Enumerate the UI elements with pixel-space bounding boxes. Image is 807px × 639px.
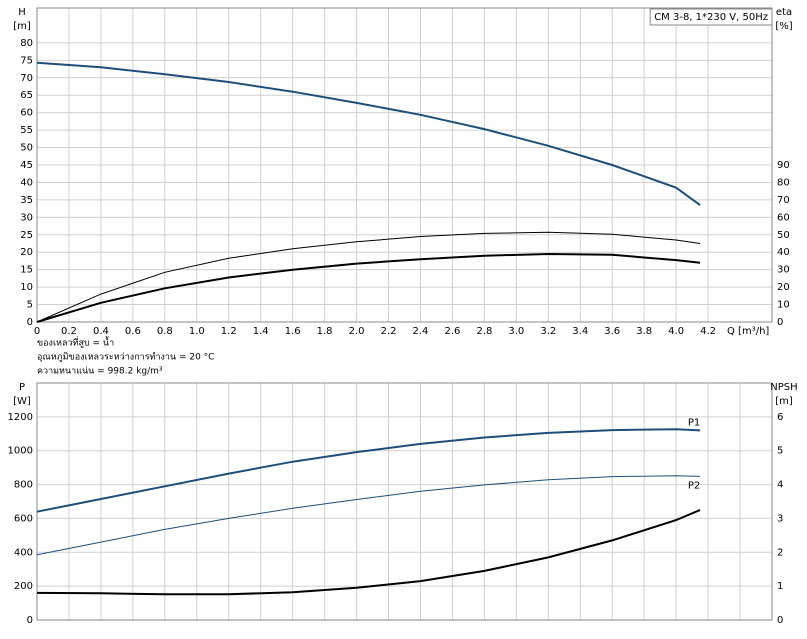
y-tick-label: 40	[20, 177, 33, 188]
y-tick-label: 1000	[8, 446, 33, 457]
data-line	[36, 509, 701, 596]
x-tick-label: 3.0	[508, 326, 524, 337]
y-tick-label: 0	[27, 615, 33, 626]
x-tick-label: 3.4	[572, 326, 588, 337]
y-tick-label: 50	[20, 143, 33, 154]
y2-tick-label: 20	[777, 282, 790, 293]
y-tick-label: 20	[20, 247, 33, 258]
x-tick-label: 0.6	[125, 326, 141, 337]
y-axis-title: P	[19, 382, 25, 393]
x-tick-label: 3.2	[540, 326, 556, 337]
y-axis-unit: [m]	[13, 21, 31, 32]
x-tick-label: 0.2	[61, 326, 77, 337]
y2-tick-label: 3	[777, 513, 783, 524]
x-tick-label: 0.4	[93, 326, 109, 337]
y-tick-label: 70	[20, 73, 33, 84]
data-line	[36, 428, 701, 513]
y2-tick-label: 10	[777, 300, 790, 311]
x-axis-title: Q [m³/h]	[727, 326, 769, 337]
y-axis-unit: [W]	[13, 396, 31, 407]
x-tick-label: 1.4	[253, 326, 269, 337]
y2-tick-label: 30	[777, 265, 790, 276]
note: ความหนาแน่น = 998.2 kg/m³	[37, 367, 163, 377]
plot-frame	[36, 7, 773, 323]
y-tick-label: 200	[14, 581, 33, 592]
x-tick-label: 0.8	[157, 326, 173, 337]
y-tick-label: 45	[20, 160, 33, 171]
y2-tick-label: 90	[777, 160, 790, 171]
data-line	[36, 231, 701, 323]
plot-frame	[36, 382, 773, 621]
y-tick-label: 35	[20, 195, 33, 206]
y-tick-label: 65	[20, 90, 33, 101]
y-tick-label: 800	[14, 480, 33, 491]
x-tick-label: 3.6	[604, 326, 620, 337]
series-label: P1	[688, 417, 700, 428]
y2-tick-label: 60	[777, 212, 790, 223]
note: ของเหลวที่สูบ = น้ำ	[37, 336, 114, 349]
y2-tick-label: 2	[777, 547, 783, 558]
y-tick-label: 0	[27, 317, 33, 328]
x-tick-label: 0	[34, 326, 40, 337]
data-line	[36, 61, 701, 206]
y-axis-title: H	[18, 7, 26, 18]
note: อุณหภูมิของเหลวระหว่างการทำงาน = 20 °C	[37, 352, 214, 363]
x-tick-label: 2.2	[381, 326, 397, 337]
y-tick-label: 25	[20, 230, 33, 241]
x-tick-label: 2.8	[476, 326, 492, 337]
y2-tick-label: 40	[777, 247, 790, 258]
y2-axis-unit: [m]	[775, 396, 793, 407]
y2-axis-title: eta	[776, 7, 792, 18]
y2-tick-label: 1	[777, 581, 783, 592]
y2-tick-label: 5	[777, 446, 783, 457]
y2-tick-label: 6	[777, 412, 783, 423]
data-line	[36, 475, 701, 556]
y-tick-label: 400	[14, 547, 33, 558]
x-tick-label: 1.8	[317, 326, 333, 337]
y2-tick-label: 70	[777, 195, 790, 206]
y2-axis-title: NPSH	[770, 382, 797, 393]
x-tick-label: 4.0	[668, 326, 684, 337]
y2-tick-label: 4	[777, 480, 783, 491]
y2-tick-label: 0	[777, 317, 783, 328]
x-tick-label: 1.2	[221, 326, 237, 337]
data-line	[36, 252, 701, 323]
y2-tick-label: 80	[777, 177, 790, 188]
y-tick-label: 60	[20, 108, 33, 119]
y-tick-label: 75	[20, 55, 33, 66]
y-tick-label: 30	[20, 212, 33, 223]
y-tick-label: 10	[20, 282, 33, 293]
y2-axis-unit: [%]	[775, 21, 792, 32]
x-tick-label: 4.2	[700, 326, 716, 337]
series-label: P2	[688, 480, 700, 491]
y2-tick-label: 50	[777, 230, 790, 241]
y-tick-label: 15	[20, 265, 33, 276]
y-tick-label: 5	[27, 300, 33, 311]
x-tick-label: 3.8	[636, 326, 652, 337]
x-tick-label: 2.4	[413, 326, 429, 337]
y-tick-label: 55	[20, 125, 33, 136]
x-tick-label: 2.0	[349, 326, 365, 337]
x-tick-label: 2.6	[444, 326, 460, 337]
annotation: CM 3-8, 1*230 V, 50Hz	[654, 12, 768, 23]
x-tick-label: 1.6	[285, 326, 301, 337]
annotation-box	[649, 8, 773, 26]
x-tick-label: 1.0	[189, 326, 205, 337]
y-tick-label: 80	[20, 38, 33, 49]
y-tick-label: 1200	[8, 412, 33, 423]
y-tick-label: 600	[14, 513, 33, 524]
y2-tick-label: 0	[777, 615, 783, 626]
